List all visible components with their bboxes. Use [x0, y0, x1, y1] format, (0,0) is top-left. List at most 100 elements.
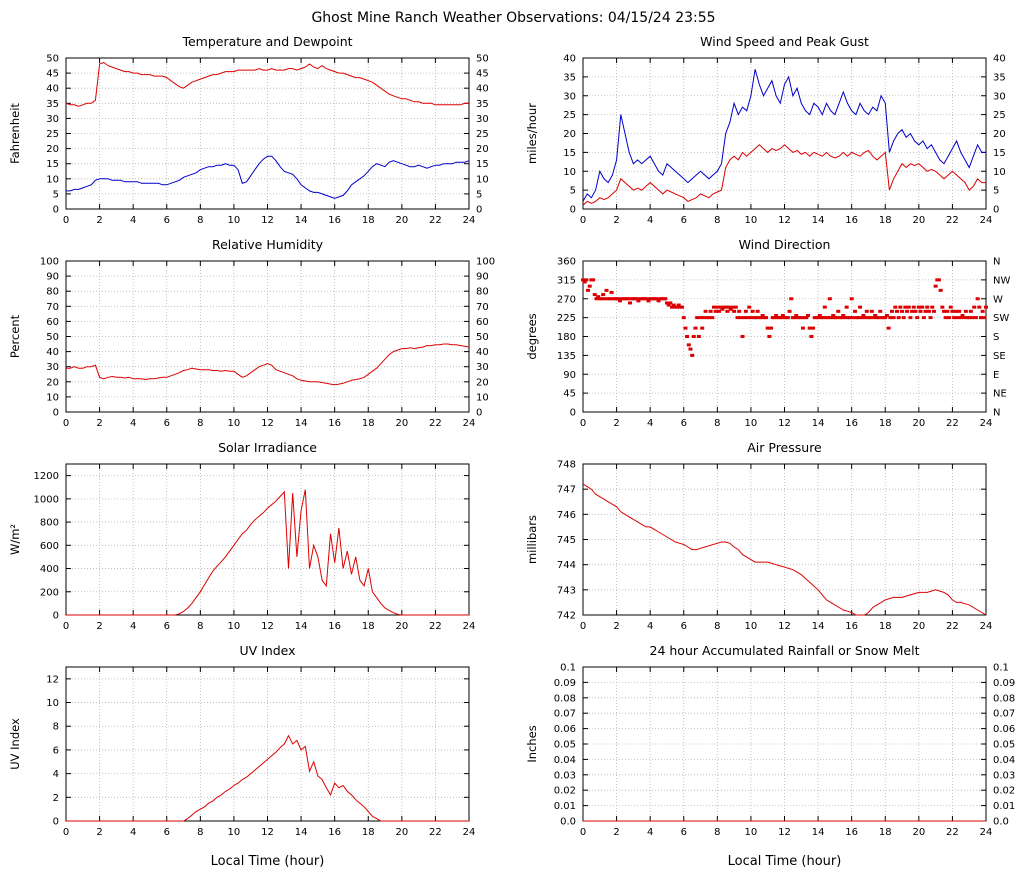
svg-text:8: 8 [197, 827, 203, 838]
svg-text:4: 4 [130, 621, 136, 632]
svg-text:6: 6 [164, 215, 170, 226]
svg-text:E: E [993, 370, 999, 381]
svg-text:1000: 1000 [34, 494, 59, 505]
svg-text:22: 22 [429, 215, 442, 226]
svg-text:10: 10 [745, 827, 758, 838]
svg-text:180: 180 [557, 332, 576, 343]
svg-text:0: 0 [476, 205, 482, 216]
svg-text:W: W [993, 294, 1003, 305]
svg-text:0: 0 [53, 817, 59, 828]
svg-text:16: 16 [328, 621, 341, 632]
svg-text:22: 22 [946, 215, 959, 226]
svg-text:20: 20 [563, 129, 576, 140]
svg-text:2: 2 [96, 215, 102, 226]
chart-solar-irradiance: 0 2 4 6 8 10 12 14 16 18 20 22 24 0 200 400 600 800 1000 12… [4, 438, 509, 641]
svg-text:35: 35 [476, 99, 489, 110]
svg-text:14: 14 [812, 215, 825, 226]
svg-text:24: 24 [980, 418, 993, 429]
svg-text:8: 8 [714, 621, 720, 632]
svg-text:24: 24 [463, 827, 476, 838]
svg-text:0.06: 0.06 [554, 724, 576, 735]
svg-text:2: 2 [613, 827, 619, 838]
svg-text:360: 360 [557, 257, 576, 268]
svg-text:18: 18 [362, 418, 375, 429]
svg-text:25: 25 [993, 110, 1006, 121]
svg-text:14: 14 [812, 827, 825, 838]
svg-text:NE: NE [993, 389, 1007, 400]
svg-text:8: 8 [714, 215, 720, 226]
svg-text:35: 35 [46, 99, 59, 110]
svg-text:miles/hour: miles/hour [525, 103, 539, 164]
svg-text:20: 20 [395, 827, 408, 838]
svg-text:20: 20 [395, 621, 408, 632]
svg-text:10: 10 [476, 174, 489, 185]
svg-text:25: 25 [563, 110, 576, 121]
svg-text:0.1: 0.1 [560, 663, 576, 674]
svg-text:0: 0 [476, 408, 482, 419]
svg-text:10: 10 [228, 621, 241, 632]
svg-text:40: 40 [476, 84, 489, 95]
svg-text:8: 8 [53, 722, 59, 733]
svg-text:10: 10 [46, 698, 59, 709]
svg-text:744: 744 [557, 560, 576, 571]
svg-text:10: 10 [745, 215, 758, 226]
svg-text:0.0: 0.0 [560, 817, 576, 828]
svg-text:NW: NW [993, 275, 1010, 286]
svg-text:12: 12 [261, 418, 274, 429]
svg-text:748: 748 [557, 460, 576, 471]
svg-text:50: 50 [476, 332, 489, 343]
svg-text:20: 20 [395, 418, 408, 429]
svg-text:12: 12 [778, 215, 791, 226]
svg-text:2: 2 [613, 215, 619, 226]
svg-text:12: 12 [261, 215, 274, 226]
svg-text:8: 8 [197, 418, 203, 429]
svg-text:Local Time (hour): Local Time (hour) [728, 854, 842, 869]
svg-text:6: 6 [164, 418, 170, 429]
svg-text:16: 16 [845, 827, 858, 838]
svg-text:10: 10 [563, 167, 576, 178]
svg-text:20: 20 [912, 215, 925, 226]
svg-text:22: 22 [429, 827, 442, 838]
svg-text:Inches: Inches [525, 725, 539, 762]
svg-text:70: 70 [476, 302, 489, 313]
svg-text:N: N [993, 408, 1000, 419]
svg-text:0.09: 0.09 [993, 678, 1015, 689]
svg-text:16: 16 [845, 418, 858, 429]
svg-text:10: 10 [228, 827, 241, 838]
svg-text:35: 35 [563, 72, 576, 83]
svg-text:2: 2 [96, 418, 102, 429]
svg-text:8: 8 [197, 215, 203, 226]
svg-text:742: 742 [557, 611, 576, 622]
svg-text:0.08: 0.08 [993, 693, 1015, 704]
svg-text:22: 22 [946, 418, 959, 429]
svg-text:0.09: 0.09 [554, 678, 576, 689]
svg-text:2: 2 [613, 621, 619, 632]
svg-text:15: 15 [46, 159, 59, 170]
svg-text:0: 0 [63, 827, 69, 838]
svg-text:30: 30 [46, 362, 59, 373]
svg-text:8: 8 [714, 418, 720, 429]
svg-text:0.04: 0.04 [993, 755, 1015, 766]
chart-uv-index: 0 2 4 6 8 10 12 14 16 18 20 22 24 0 2 4 6 8 10 12 UV Index UV… [4, 641, 509, 877]
svg-text:100: 100 [40, 257, 59, 268]
svg-text:0: 0 [580, 621, 586, 632]
svg-text:4: 4 [647, 827, 653, 838]
svg-text:5: 5 [993, 186, 999, 197]
svg-text:2: 2 [613, 418, 619, 429]
svg-text:0: 0 [63, 621, 69, 632]
svg-text:Air Pressure: Air Pressure [747, 440, 822, 455]
svg-text:40: 40 [563, 54, 576, 65]
svg-text:50: 50 [46, 54, 59, 65]
svg-text:16: 16 [328, 418, 341, 429]
svg-text:10: 10 [993, 167, 1006, 178]
svg-text:12: 12 [778, 621, 791, 632]
svg-text:S: S [993, 332, 999, 343]
svg-text:5: 5 [570, 186, 576, 197]
svg-text:18: 18 [362, 827, 375, 838]
svg-text:20: 20 [46, 144, 59, 155]
svg-text:12: 12 [261, 621, 274, 632]
svg-text:50: 50 [46, 332, 59, 343]
svg-text:20: 20 [912, 418, 925, 429]
